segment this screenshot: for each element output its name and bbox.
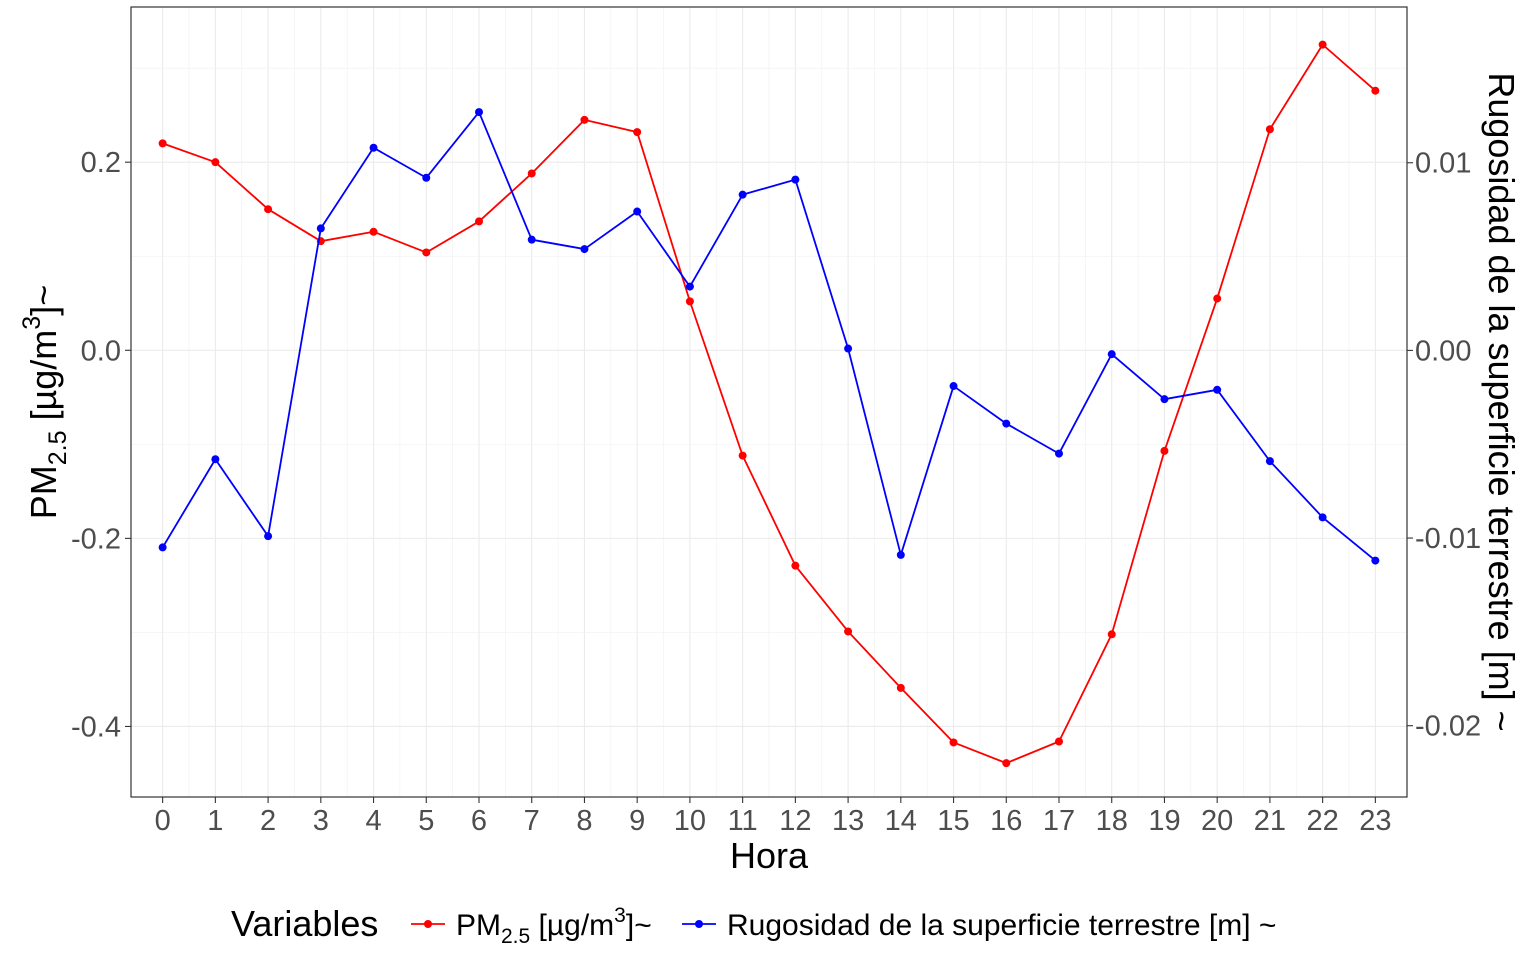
data-point-pm25	[422, 248, 431, 257]
x-tick-label: 1	[207, 805, 223, 837]
right-y-tick-label: -0.02	[1415, 711, 1481, 743]
data-point-rugosidad	[264, 532, 273, 541]
data-point-pm25	[527, 169, 536, 178]
legend-item-rugosidad: Rugosidad de la superficie terrestre [m]…	[682, 909, 1276, 942]
x-tick-label: 12	[779, 805, 811, 837]
plot-panel-border	[130, 6, 1408, 798]
data-point-rugosidad	[791, 175, 800, 184]
x-tick-label: 2	[260, 805, 276, 837]
data-point-pm25	[1265, 125, 1274, 134]
data-point-rugosidad	[527, 235, 536, 244]
data-point-rugosidad	[1265, 457, 1274, 466]
data-point-rugosidad	[1160, 395, 1169, 404]
grid	[131, 7, 1407, 797]
data-point-pm25	[949, 738, 958, 747]
data-point-pm25	[685, 297, 694, 306]
right-y-tick-label: -0.01	[1415, 523, 1481, 555]
x-tick-label: 19	[1148, 805, 1180, 837]
data-point-rugosidad	[158, 543, 167, 552]
x-tick-label: 22	[1307, 805, 1339, 837]
left-y-tick-label: -0.2	[71, 523, 121, 555]
data-point-pm25	[791, 561, 800, 570]
x-tick-label: 20	[1201, 805, 1233, 837]
data-point-rugosidad	[844, 344, 853, 353]
legend-key-point-rugosidad	[695, 920, 703, 928]
left-y-tick-label: -0.4	[71, 711, 121, 743]
x-tick-label: 9	[629, 805, 645, 837]
data-point-pm25	[1002, 759, 1011, 768]
data-point-pm25	[1055, 737, 1063, 746]
x-tick-label: 18	[1096, 805, 1128, 837]
legend: Variables PM2.5 [µg/m3]~ Rugosidad de la…	[231, 903, 1276, 948]
data-point-pm25	[1318, 40, 1327, 49]
series-layer	[158, 40, 1380, 768]
legend-key-point-pm25	[424, 920, 432, 928]
data-point-rugosidad	[1107, 350, 1116, 359]
data-point-rugosidad	[580, 245, 589, 254]
data-point-pm25	[264, 205, 273, 214]
x-tick-label: 13	[832, 805, 864, 837]
data-point-rugosidad	[685, 282, 694, 291]
data-point-rugosidad	[316, 224, 325, 233]
legend-label-rugosidad: Rugosidad de la superficie terrestre [m]…	[727, 909, 1276, 942]
data-point-rugosidad	[633, 207, 642, 216]
legend-item-pm25: PM2.5 [µg/m3]~	[411, 904, 652, 948]
left-y-tick-label: 0.0	[81, 335, 121, 367]
series-line-pm25	[162, 43, 1376, 765]
data-point-rugosidad	[369, 143, 378, 152]
data-point-pm25	[158, 139, 167, 148]
x-tick-label: 3	[313, 805, 329, 837]
x-tick-label: 0	[155, 805, 171, 837]
data-point-pm25	[1371, 86, 1380, 95]
series-line-rugosidad	[161, 111, 1376, 562]
data-point-rugosidad	[211, 455, 220, 464]
x-tick-label: 4	[365, 805, 381, 837]
left-y-tick-label: 0.2	[81, 147, 121, 179]
right-y-axis-title: Rugosidad de la superficie terrestre [m]…	[1481, 72, 1522, 731]
x-tick-label: 6	[471, 805, 487, 837]
data-point-rugosidad	[1371, 556, 1380, 565]
data-point-pm25	[633, 128, 642, 137]
x-tick-label: 21	[1254, 805, 1286, 837]
data-point-rugosidad	[896, 550, 905, 559]
legend-title: Variables	[231, 903, 378, 944]
data-point-pm25	[580, 115, 589, 124]
x-tick-label: 15	[937, 805, 969, 837]
data-point-pm25	[1107, 630, 1116, 639]
data-point-rugosidad	[1318, 513, 1327, 522]
data-point-rugosidad	[738, 190, 747, 199]
data-point-pm25	[1160, 446, 1169, 455]
data-point-rugosidad	[1213, 385, 1222, 394]
data-point-pm25	[369, 227, 378, 236]
data-point-pm25	[1213, 294, 1222, 303]
data-point-pm25	[738, 451, 747, 460]
data-point-pm25	[844, 627, 853, 636]
x-tick-label: 5	[418, 805, 434, 837]
legend-label-pm25: PM2.5 [µg/m3]~	[456, 904, 652, 948]
data-point-pm25	[896, 683, 905, 692]
data-point-rugosidad	[1055, 449, 1063, 458]
data-point-rugosidad	[949, 382, 958, 391]
tick-layer: 0 1 2 3 4 5 6 7 8 9 10 11 12 13 14 15 16 17 18 19 20 21 22 230.…	[71, 147, 1481, 837]
data-point-rugosidad	[422, 173, 431, 182]
x-tick-label: 16	[990, 805, 1022, 837]
x-tick-label: 14	[885, 805, 917, 837]
x-tick-label: 11	[728, 805, 758, 837]
right-y-tick-label: 0.01	[1415, 148, 1471, 180]
data-point-pm25	[211, 158, 220, 167]
left-y-axis-title: PM2.5 [µg/m3]~	[18, 285, 72, 519]
data-point-pm25	[475, 217, 483, 226]
x-axis-title: Hora	[730, 835, 809, 876]
x-tick-label: 23	[1359, 805, 1391, 837]
right-y-tick-label: 0.00	[1415, 335, 1471, 367]
x-tick-label: 17	[1043, 805, 1075, 837]
x-tick-label: 10	[674, 805, 706, 837]
data-point-rugosidad	[1002, 419, 1011, 428]
x-tick-label: 7	[524, 805, 540, 837]
x-tick-label: 8	[576, 805, 592, 837]
data-point-rugosidad	[475, 108, 483, 117]
